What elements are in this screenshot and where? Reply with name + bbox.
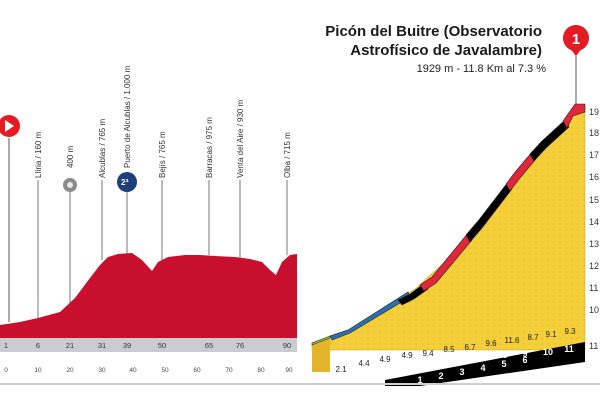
km-marker: 1 (417, 375, 422, 385)
segment-grade: 9.1 (545, 330, 557, 339)
climb-title-line1: Picón del Buitre (Observatorio (325, 23, 542, 40)
climb-title-line2: Astrofísico de Javalambre) (350, 42, 542, 59)
segment-grade: 2.1 (335, 365, 347, 374)
km-bottom-label: 20 (66, 367, 74, 374)
segment-steep (529, 119, 570, 162)
km-top-label: 21 (66, 341, 74, 350)
town-label: Puerto de Alcublas / 1.000 m (123, 65, 132, 168)
km-marker: 2 (438, 371, 443, 381)
km-bottom-label: 10 (34, 367, 42, 374)
category-badge-label: 1 (572, 31, 580, 48)
segment-grade: 9.3 (564, 327, 576, 336)
km-top-label: 39 (123, 341, 131, 350)
climb-profile: 1 19 18 17 16 15 14 13 12 11 10 11 2.1 4… (311, 25, 599, 386)
town-label: 400 m (66, 145, 75, 168)
segment-grade: 8.5 (443, 345, 455, 354)
km-marker: 5 (501, 359, 506, 369)
intermediate-point-icon (63, 178, 77, 192)
climb-gradient-ribbon (311, 103, 586, 346)
altitude-tick: 18 (589, 128, 599, 138)
climb-km-strip (385, 342, 585, 386)
town-label: Llíria / 160 m (34, 131, 43, 178)
climb-title: Picón del Buitre (Observatorio Astrofísi… (242, 22, 542, 60)
segment-grade: 6.7 (464, 343, 476, 352)
segment-steep (465, 181, 513, 243)
start-flag-icon (0, 115, 20, 322)
km-bottom-label: 90 (285, 367, 293, 374)
segment-grade: 4.9 (379, 355, 391, 364)
mountain-category-icon: 2ª (117, 172, 137, 192)
altitude-tick: 16 (589, 172, 599, 182)
town-label: Olba / 715 m (283, 132, 292, 178)
segment-grade: 8.7 (527, 333, 539, 342)
mountain-badge-label: 2ª (121, 178, 128, 187)
km-top-label: 65 (205, 341, 213, 350)
segment-grade: 11.6 (505, 336, 521, 345)
km-top-label: 31 (98, 341, 106, 350)
town-label: Barracas / 975 m (205, 117, 214, 178)
km-bottom-label: 70 (225, 367, 233, 374)
stage-elevation-profile (0, 253, 297, 338)
km-top-label: 1 (4, 341, 8, 350)
km-marker: 3 (459, 367, 464, 377)
segment-very-steep (562, 103, 586, 129)
altitude-tick: 10 (589, 305, 599, 315)
town-label: Bejís / 765 m (158, 131, 167, 178)
altitude-tick: 13 (589, 239, 599, 249)
km-marker: 9 (522, 349, 527, 359)
km-top-label: 90 (283, 341, 291, 350)
segment-steep (397, 282, 429, 306)
stage-km-strip (0, 338, 297, 352)
km-marker: 10 (543, 347, 553, 357)
altitude-tick: 14 (589, 217, 599, 227)
km-bottom-label: 60 (193, 367, 201, 374)
km-top-label: 6 (36, 341, 40, 350)
segment-grade: 9.6 (485, 339, 497, 348)
segment-grade: 4.4 (358, 359, 370, 368)
km-bottom-label: 0 (4, 367, 8, 374)
town-label: Venta del Aire / 930 m (236, 99, 245, 178)
altitude-tick: 19 (589, 107, 599, 117)
altitude-tick: 11 (589, 283, 598, 293)
km-marker: 8 (502, 350, 507, 360)
divider (0, 383, 600, 385)
km-top-label: 50 (158, 341, 166, 350)
km-marker: 4 (480, 363, 485, 373)
km-marker: 11 (564, 344, 574, 354)
km-marker: 6 (522, 355, 527, 365)
km-bottom-label: 30 (98, 367, 106, 374)
km-marker: 7 (452, 354, 457, 364)
km-bottom-label: 50 (161, 367, 169, 374)
category-badge-icon: 1 (562, 25, 589, 56)
climb-stats: 1929 m - 11.8 Km al 7.3 % (416, 63, 546, 75)
town-label: Alcublas / 765 m (98, 119, 107, 178)
segment-grade: 9.4 (422, 349, 434, 358)
km-bottom-label: 40 (129, 367, 137, 374)
altitude-tick: 12 (589, 261, 599, 271)
altitude-tick: 15 (589, 195, 599, 205)
altitude-tick: 11 (589, 341, 598, 351)
km-top-label: 76 (236, 341, 244, 350)
stage-profile: Llíria / 160 m 400 m Alcublas / 765 m Pu… (0, 65, 297, 374)
altitude-tick: 17 (589, 150, 599, 160)
km-bottom-label: 80 (257, 367, 265, 374)
segment-grade: 4.9 (401, 351, 413, 360)
